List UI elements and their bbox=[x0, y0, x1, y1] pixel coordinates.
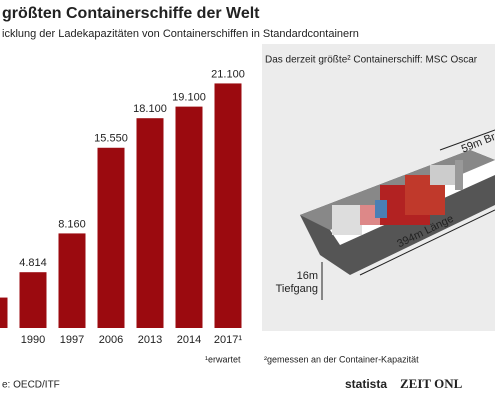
footnote: ²gemessen an der Container-Kapazität bbox=[264, 354, 419, 364]
ship bbox=[300, 150, 495, 275]
bar bbox=[19, 272, 47, 328]
bar bbox=[0, 297, 8, 328]
logo: ZEIT ONL bbox=[400, 376, 463, 391]
bar bbox=[175, 106, 203, 328]
value-label: 4.814 bbox=[19, 257, 47, 269]
width-arrow bbox=[439, 129, 495, 151]
chart-subtitle: icklung der Ladekapazitäten von Containe… bbox=[2, 28, 359, 40]
chart-title: größten Containerschiffe der Welt bbox=[2, 5, 260, 22]
value-label: 15.550 bbox=[94, 133, 128, 145]
bar bbox=[214, 83, 242, 328]
bar bbox=[97, 147, 125, 328]
panel-header: Das derzeit größte² Containerschiff: MSC… bbox=[265, 55, 478, 66]
x-tick-label: 2014 bbox=[177, 334, 201, 346]
bar bbox=[136, 118, 164, 328]
value-label: 18.100 bbox=[133, 103, 167, 115]
value-label: 8.160 bbox=[58, 218, 86, 230]
x-tick-label: 2006 bbox=[99, 334, 123, 346]
value-label: 19.100 bbox=[172, 92, 206, 104]
logo: statista bbox=[345, 377, 387, 391]
x-tick-label: 1997 bbox=[60, 334, 84, 346]
draft-value: 16m bbox=[297, 270, 318, 282]
x-tick-label: 2017¹ bbox=[214, 334, 242, 346]
draft-label: Tiefgang bbox=[276, 283, 318, 295]
x-tick-label: 1990 bbox=[21, 334, 45, 346]
length-arrow bbox=[359, 209, 495, 276]
source: e: OECD/ITF bbox=[2, 380, 60, 391]
x-tick-label: 2013 bbox=[138, 334, 162, 346]
value-label: 21.100 bbox=[211, 68, 245, 80]
footnote: ¹erwartet bbox=[205, 354, 241, 364]
bar bbox=[58, 233, 86, 328]
